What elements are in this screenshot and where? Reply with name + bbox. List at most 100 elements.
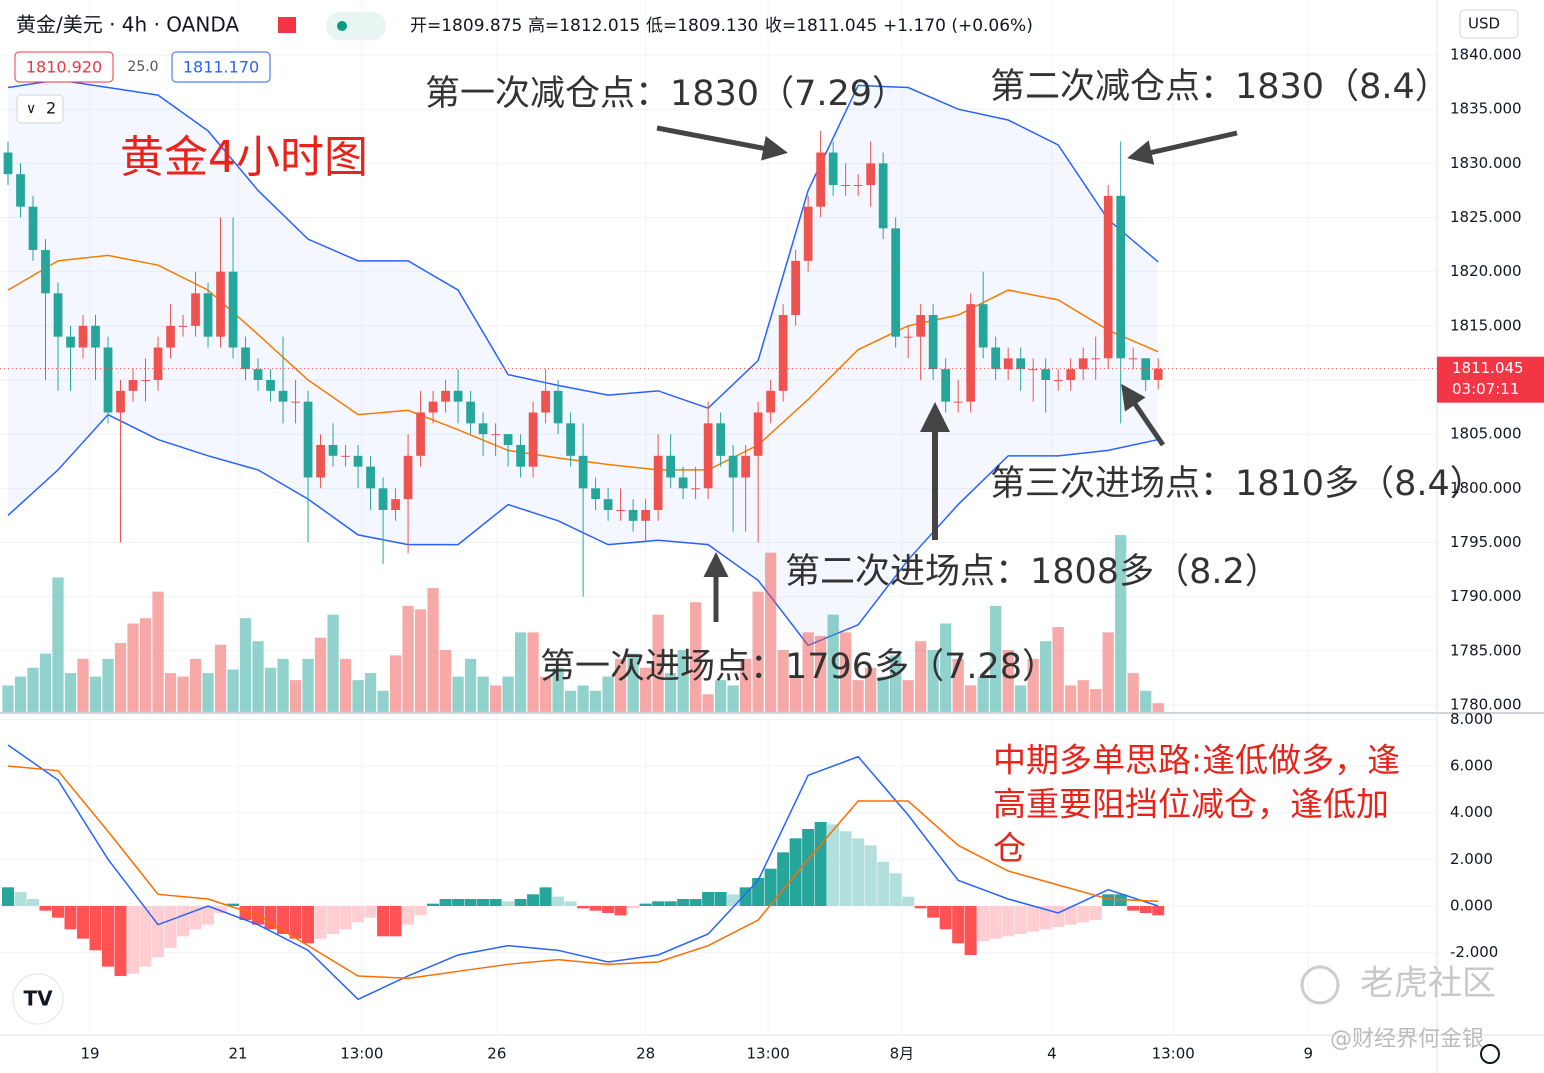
- last-price-tag: [1437, 356, 1544, 403]
- tv-logo[interactable]: [12, 973, 64, 1025]
- watermark: 老虎社区: [1360, 964, 1496, 1004]
- currency-button[interactable]: [1459, 9, 1519, 39]
- macd-histogram-bar: [164, 905, 177, 948]
- volume-bar: [214, 644, 227, 712]
- macd-histogram-bar: [939, 905, 952, 930]
- candle-body: [878, 163, 888, 229]
- candle-body: [716, 423, 726, 456]
- indicator-count: 2: [46, 99, 56, 118]
- candle-body: [891, 228, 901, 337]
- macd-histogram-bar: [1027, 905, 1040, 932]
- macd-histogram-bar: [1089, 905, 1102, 920]
- volume-bar: [765, 552, 777, 712]
- macd-histogram-bar: [764, 868, 777, 906]
- candle-body: [603, 499, 613, 510]
- candle-body: [666, 455, 675, 478]
- candle-body: [316, 444, 325, 478]
- volume-bar: [39, 653, 52, 712]
- candle-body: [566, 423, 575, 456]
- y-tick-label: 1835.000: [1450, 100, 1522, 118]
- volume-bar: [452, 676, 464, 712]
- annotation: 第二次减仓点：1830（8.4）: [990, 67, 1450, 107]
- indicator-toggle[interactable]: [16, 94, 64, 124]
- macd-line: [7, 744, 1159, 1001]
- macd-histogram-bar: [489, 898, 502, 906]
- candle-body: [728, 455, 738, 478]
- volume-bar: [577, 685, 589, 712]
- y-tick-label: 1820.000: [1450, 262, 1522, 280]
- volume-bar: [14, 676, 27, 712]
- volume-bar: [1052, 627, 1064, 712]
- volume-bar: [152, 591, 164, 712]
- volume-bar: [402, 605, 414, 712]
- annotation: 第一次减仓点：1830（7.29）: [425, 74, 907, 114]
- candle-body: [266, 379, 275, 391]
- candle-body: [203, 293, 213, 337]
- volume-bar: [740, 658, 752, 712]
- x-tick-label: 26: [487, 1045, 506, 1063]
- annotation: 第一次进场点：1796多（7.28）: [540, 647, 1057, 687]
- candle-body: [328, 444, 338, 456]
- macd-histogram-bar: [314, 905, 327, 939]
- watermark-icon: [1300, 965, 1340, 1005]
- volume-bar: [865, 667, 877, 712]
- candle-body: [16, 174, 25, 207]
- volume-bar: [1102, 632, 1114, 712]
- y-tick-label: 1825.000: [1450, 208, 1522, 226]
- volume-bar: [64, 673, 77, 712]
- volume-bar: [514, 632, 527, 712]
- volume-bar: [527, 632, 539, 712]
- candle-body: [3, 152, 13, 175]
- volume-bar: [840, 632, 852, 712]
- macd-histogram-bar: [464, 898, 477, 906]
- volume-bar: [827, 614, 839, 712]
- candle-body: [591, 488, 600, 500]
- macd-histogram-bar: [102, 905, 115, 967]
- volume-bar: [990, 605, 1002, 712]
- volume-bar: [602, 676, 614, 712]
- ohlc-low: 低=1809.130: [646, 16, 758, 36]
- candle-body: [28, 206, 38, 251]
- macd-histogram-bar: [502, 901, 515, 906]
- candle-body: [628, 509, 638, 521]
- signal-line: [7, 765, 1159, 980]
- settings-icon[interactable]: [1480, 1044, 1500, 1064]
- candle-body: [1116, 195, 1126, 359]
- macd-histogram-bar: [27, 898, 40, 906]
- x-tick-label: 4: [1047, 1045, 1057, 1063]
- band-upper: [7, 79, 1159, 410]
- macd-histogram-bar: [702, 891, 715, 906]
- volume-bar: [2, 685, 14, 712]
- macd-histogram-bar: [302, 905, 315, 944]
- macd-histogram-bar: [439, 898, 452, 906]
- candle-body: [653, 455, 663, 510]
- volume-bar: [264, 667, 277, 712]
- volume-bar: [252, 641, 264, 712]
- macd-histogram-bar: [414, 905, 427, 916]
- candle-body: [228, 271, 238, 348]
- macd-histogram-bar: [1014, 905, 1027, 934]
- volume-bar: [114, 642, 127, 712]
- volume-bar: [127, 623, 139, 712]
- macd-histogram-bar: [589, 905, 602, 911]
- candle-body: [691, 488, 700, 490]
- candle-body: [41, 250, 50, 294]
- bid-box[interactable]: [14, 51, 114, 83]
- volume-bar: [890, 655, 902, 712]
- ohlc-high: 高=1812.015: [528, 16, 640, 36]
- strategy-note: 中期多单思路:逢低做多，逢: [993, 741, 1400, 780]
- volume-bar: [977, 676, 989, 712]
- volume-bar: [639, 667, 652, 712]
- y-tick-label: 8.000: [1450, 710, 1493, 728]
- y-tick-label: 6.000: [1450, 757, 1493, 775]
- candle-body: [241, 347, 250, 370]
- ohlc-change: +1.170 (+0.06%): [883, 16, 1033, 36]
- candle-body: [853, 185, 863, 187]
- volume-bar: [477, 676, 489, 712]
- volume-bar: [614, 658, 627, 712]
- arrow: [656, 125, 788, 161]
- y-tick-label: 1800.000: [1450, 479, 1522, 497]
- macd-histogram-bar: [564, 901, 577, 906]
- y-tick-label: 1795.000: [1450, 533, 1522, 551]
- ask-box[interactable]: [171, 51, 271, 83]
